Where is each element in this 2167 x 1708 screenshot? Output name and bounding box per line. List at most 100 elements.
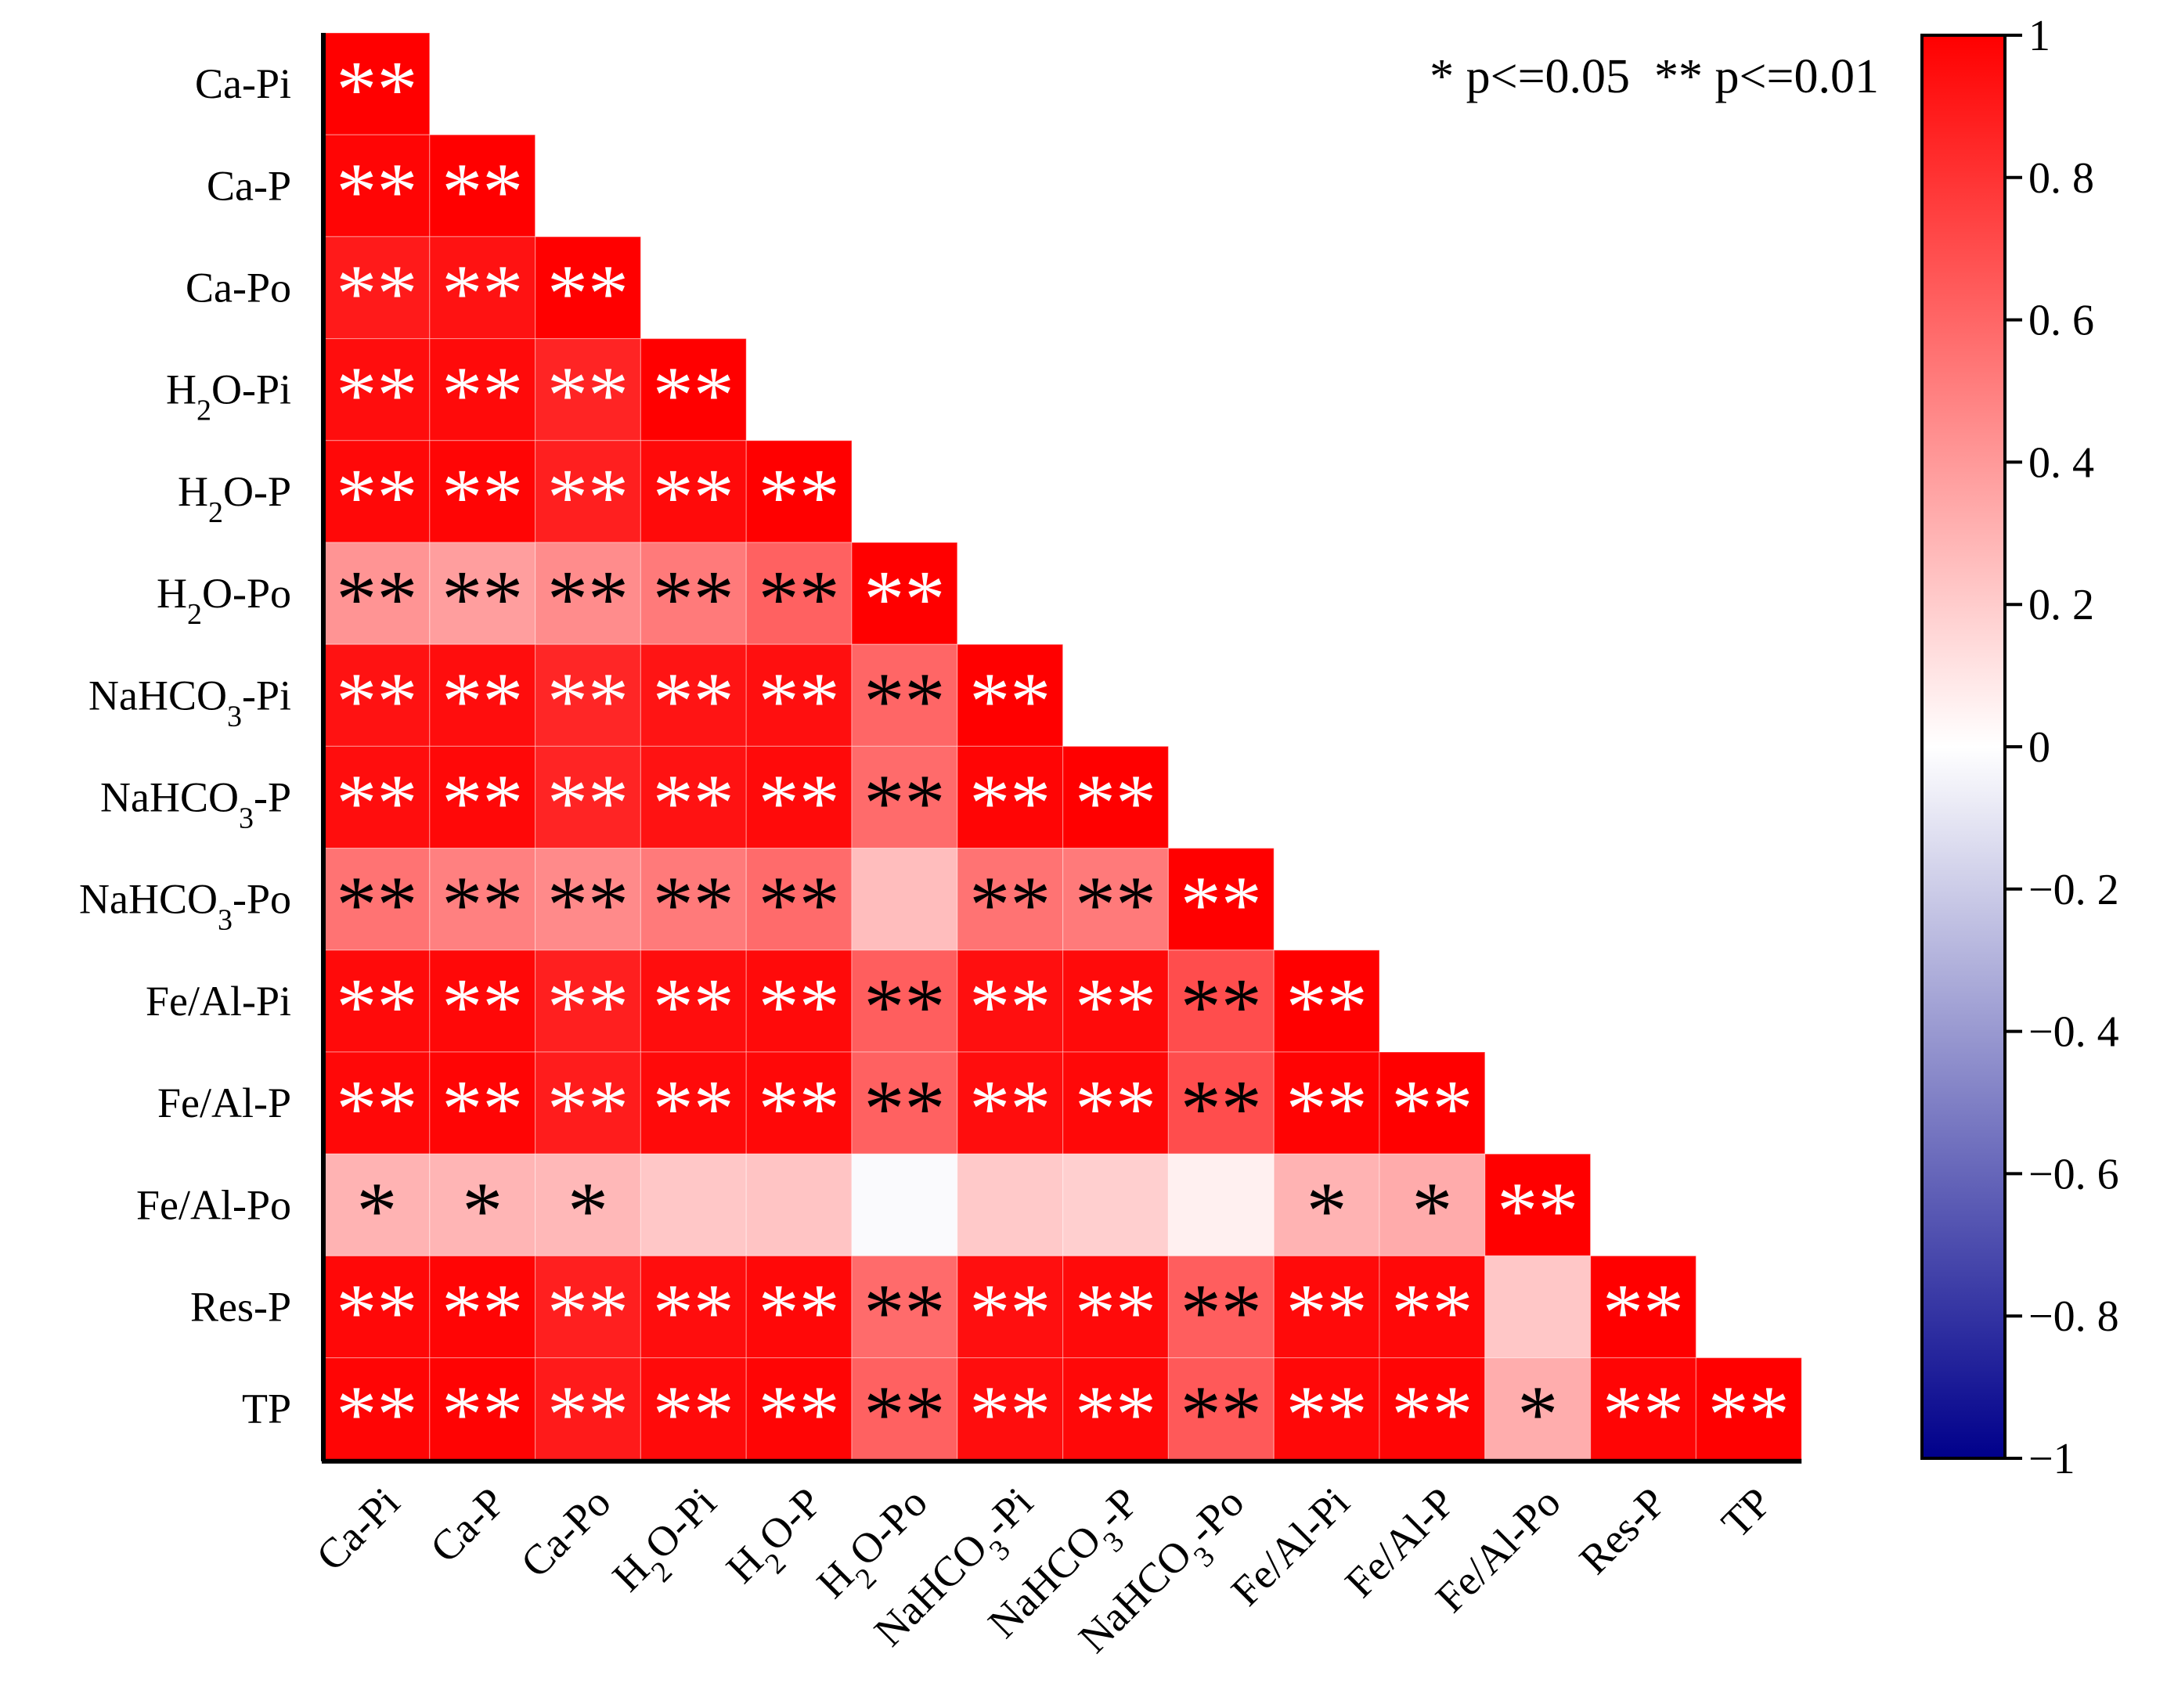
- heatmap-cell: [534, 236, 641, 340]
- heatmap-cell: [429, 1153, 536, 1256]
- significance-mark: **: [969, 656, 1051, 746]
- significance-mark: **: [336, 45, 417, 135]
- significance-mark: **: [1603, 1268, 1684, 1358]
- significance-mark: **: [442, 1370, 523, 1460]
- significance-mark: **: [759, 759, 840, 849]
- heatmap-cell: [745, 542, 853, 645]
- significance-mark: **: [442, 146, 523, 236]
- significance-mark: **: [969, 860, 1051, 950]
- heatmap-cell: [429, 134, 536, 237]
- heatmap-cell: [745, 440, 853, 543]
- colorbar-gradient: [1920, 34, 2007, 1460]
- significance-mark: **: [969, 1064, 1051, 1154]
- heatmap-cell: [851, 847, 958, 951]
- heatmap-cell: [1484, 1357, 1592, 1461]
- colorbar-tick-label: −1: [2028, 1435, 2075, 1483]
- heatmap-cell: [534, 440, 641, 543]
- heatmap-cell: [1062, 745, 1169, 849]
- heatmap-cell: [323, 1357, 431, 1461]
- significance-mark: **: [1708, 1370, 1790, 1460]
- y-tick-label: Ca-P: [207, 162, 291, 209]
- heatmap-cell: [1379, 1051, 1486, 1155]
- significance-mark: **: [864, 1268, 945, 1358]
- significance-marks: **** **** ** **** ** ** **** ** ** ** **** ** ** ** **…: [336, 45, 1789, 1460]
- significance-mark: **: [653, 860, 734, 950]
- heatmap-cell: [1167, 847, 1275, 951]
- heatmap-cell: [745, 847, 853, 951]
- colorbar-tick-label: −0. 4: [2028, 1008, 2119, 1057]
- heatmap-cell: [640, 440, 747, 543]
- significance-mark: **: [969, 962, 1051, 1052]
- significance-mark: **: [547, 962, 629, 1052]
- heatmap-cell: [640, 338, 747, 441]
- y-tick-label: TP: [242, 1385, 291, 1432]
- heatmap-cell: [640, 847, 747, 951]
- significance-mark: **: [653, 656, 734, 746]
- heatmap-cell: [851, 542, 958, 645]
- significance-mark: **: [1286, 1268, 1368, 1358]
- significance-mark: **: [336, 759, 417, 849]
- x-tick-label: Ca-Pi: [307, 1479, 408, 1580]
- heatmap-cell: [640, 542, 747, 645]
- heatmap-cell: [957, 949, 1064, 1053]
- significance-mark: **: [653, 554, 734, 644]
- significance-mark: **: [336, 860, 417, 950]
- colorbar-tick-label: 0. 6: [2028, 297, 2094, 345]
- significance-mark: **: [442, 656, 523, 746]
- colorbar-tick-label: −0. 8: [2028, 1292, 2119, 1341]
- heatmap-cell: [1062, 847, 1169, 951]
- significance-mark: **: [442, 962, 523, 1052]
- significance-mark: **: [547, 860, 629, 950]
- significance-mark: **: [1075, 860, 1156, 950]
- significance-mark: *: [462, 1166, 503, 1256]
- significance-mark: **: [1391, 1268, 1473, 1358]
- heatmap-cell: [323, 847, 431, 951]
- significance-mark: **: [547, 554, 629, 644]
- heatmap-cell: [957, 1255, 1064, 1359]
- heatmap-cell: [957, 745, 1064, 849]
- heatmap-cell: [957, 643, 1064, 748]
- significance-mark: **: [653, 759, 734, 849]
- heatmap-cell: [745, 1051, 853, 1155]
- significance-mark: **: [1181, 1064, 1262, 1154]
- heatmap-cell: [1379, 1357, 1486, 1461]
- significance-mark: *: [356, 1166, 397, 1256]
- heatmap-cell: [323, 949, 431, 1053]
- significance-mark: *: [1307, 1166, 1347, 1256]
- significance-mark: **: [442, 759, 523, 849]
- significance-mark: **: [1391, 1064, 1473, 1154]
- heatmap-cell: [640, 1153, 747, 1256]
- significance-mark: **: [547, 759, 629, 849]
- heatmap-cell: [1273, 1051, 1380, 1155]
- y-tick-label: H2O-Pi: [166, 366, 291, 427]
- significance-mark: *: [1412, 1166, 1452, 1256]
- significance-mark: **: [969, 1268, 1051, 1358]
- heatmap-cell: [323, 236, 431, 340]
- heatmap-cell: [429, 949, 536, 1053]
- significance-mark: **: [547, 1268, 629, 1358]
- y-tick-label: H2O-P: [178, 468, 291, 529]
- heatmap-cell: [534, 542, 641, 645]
- heatmap-cell: [429, 338, 536, 441]
- heatmap-cell: [323, 643, 431, 748]
- y-tick-label: Fe/Al-Po: [136, 1181, 291, 1228]
- significance-mark: **: [336, 1370, 417, 1460]
- y-tick-label: NaHCO3-P: [100, 774, 291, 835]
- significance-mark: **: [759, 962, 840, 1052]
- heatmap-cell: [1062, 1357, 1169, 1461]
- significance-mark: **: [653, 962, 734, 1052]
- heatmap-cell: [1484, 1255, 1592, 1359]
- significance-mark: **: [653, 452, 734, 542]
- heatmap-cell: [1484, 1153, 1592, 1256]
- x-tick-label: Res-P: [1570, 1479, 1675, 1584]
- heatmap-cell: [429, 236, 536, 340]
- significance-mark: **: [1181, 1268, 1262, 1358]
- significance-mark: **: [442, 1064, 523, 1154]
- significance-mark: **: [1391, 1370, 1473, 1460]
- y-tick-label: NaHCO3-Pi: [88, 672, 291, 733]
- x-tick-label: Fe/Al-Pi: [1222, 1479, 1358, 1615]
- heatmap-cell: [1379, 1255, 1486, 1359]
- significance-mark: **: [442, 351, 523, 441]
- heatmap-cell: [429, 542, 536, 645]
